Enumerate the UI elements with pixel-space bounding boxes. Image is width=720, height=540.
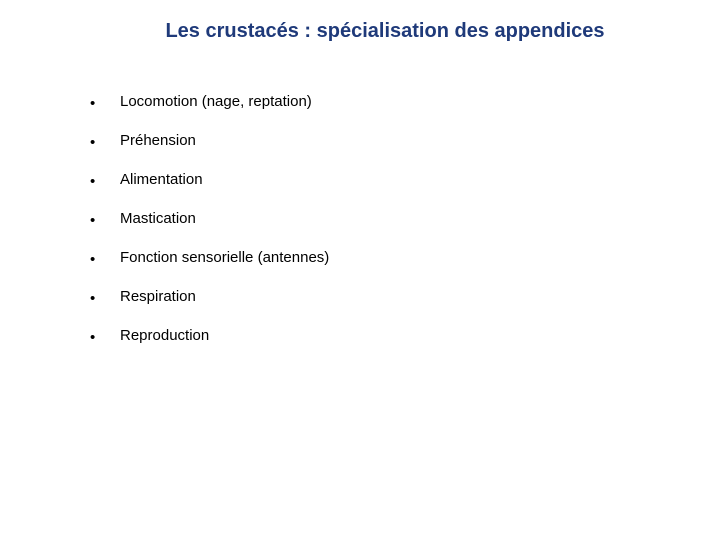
bullet-list: • Locomotion (nage, reptation) • Préhens…: [0, 93, 720, 344]
list-item: • Alimentation: [90, 171, 720, 188]
list-item: • Reproduction: [90, 327, 720, 344]
bullet-text: Fonction sensorielle (antennes): [120, 249, 329, 266]
bullet-text: Alimentation: [120, 171, 203, 188]
bullet-icon: •: [90, 95, 95, 112]
bullet-icon: •: [90, 329, 95, 346]
bullet-text: Locomotion (nage, reptation): [120, 93, 312, 110]
slide-title: Les crustacés : spécialisation des appen…: [0, 20, 720, 43]
list-item: • Locomotion (nage, reptation): [90, 93, 720, 110]
bullet-icon: •: [90, 173, 95, 190]
bullet-text: Respiration: [120, 288, 196, 305]
bullet-text: Reproduction: [120, 327, 209, 344]
slide-container: Les crustacés : spécialisation des appen…: [0, 0, 720, 540]
list-item: • Fonction sensorielle (antennes): [90, 249, 720, 266]
list-item: • Mastication: [90, 210, 720, 227]
bullet-icon: •: [90, 290, 95, 307]
list-item: • Respiration: [90, 288, 720, 305]
bullet-text: Préhension: [120, 132, 196, 149]
list-item: • Préhension: [90, 132, 720, 149]
bullet-text: Mastication: [120, 210, 196, 227]
bullet-icon: •: [90, 134, 95, 151]
bullet-icon: •: [90, 251, 95, 268]
bullet-icon: •: [90, 212, 95, 229]
